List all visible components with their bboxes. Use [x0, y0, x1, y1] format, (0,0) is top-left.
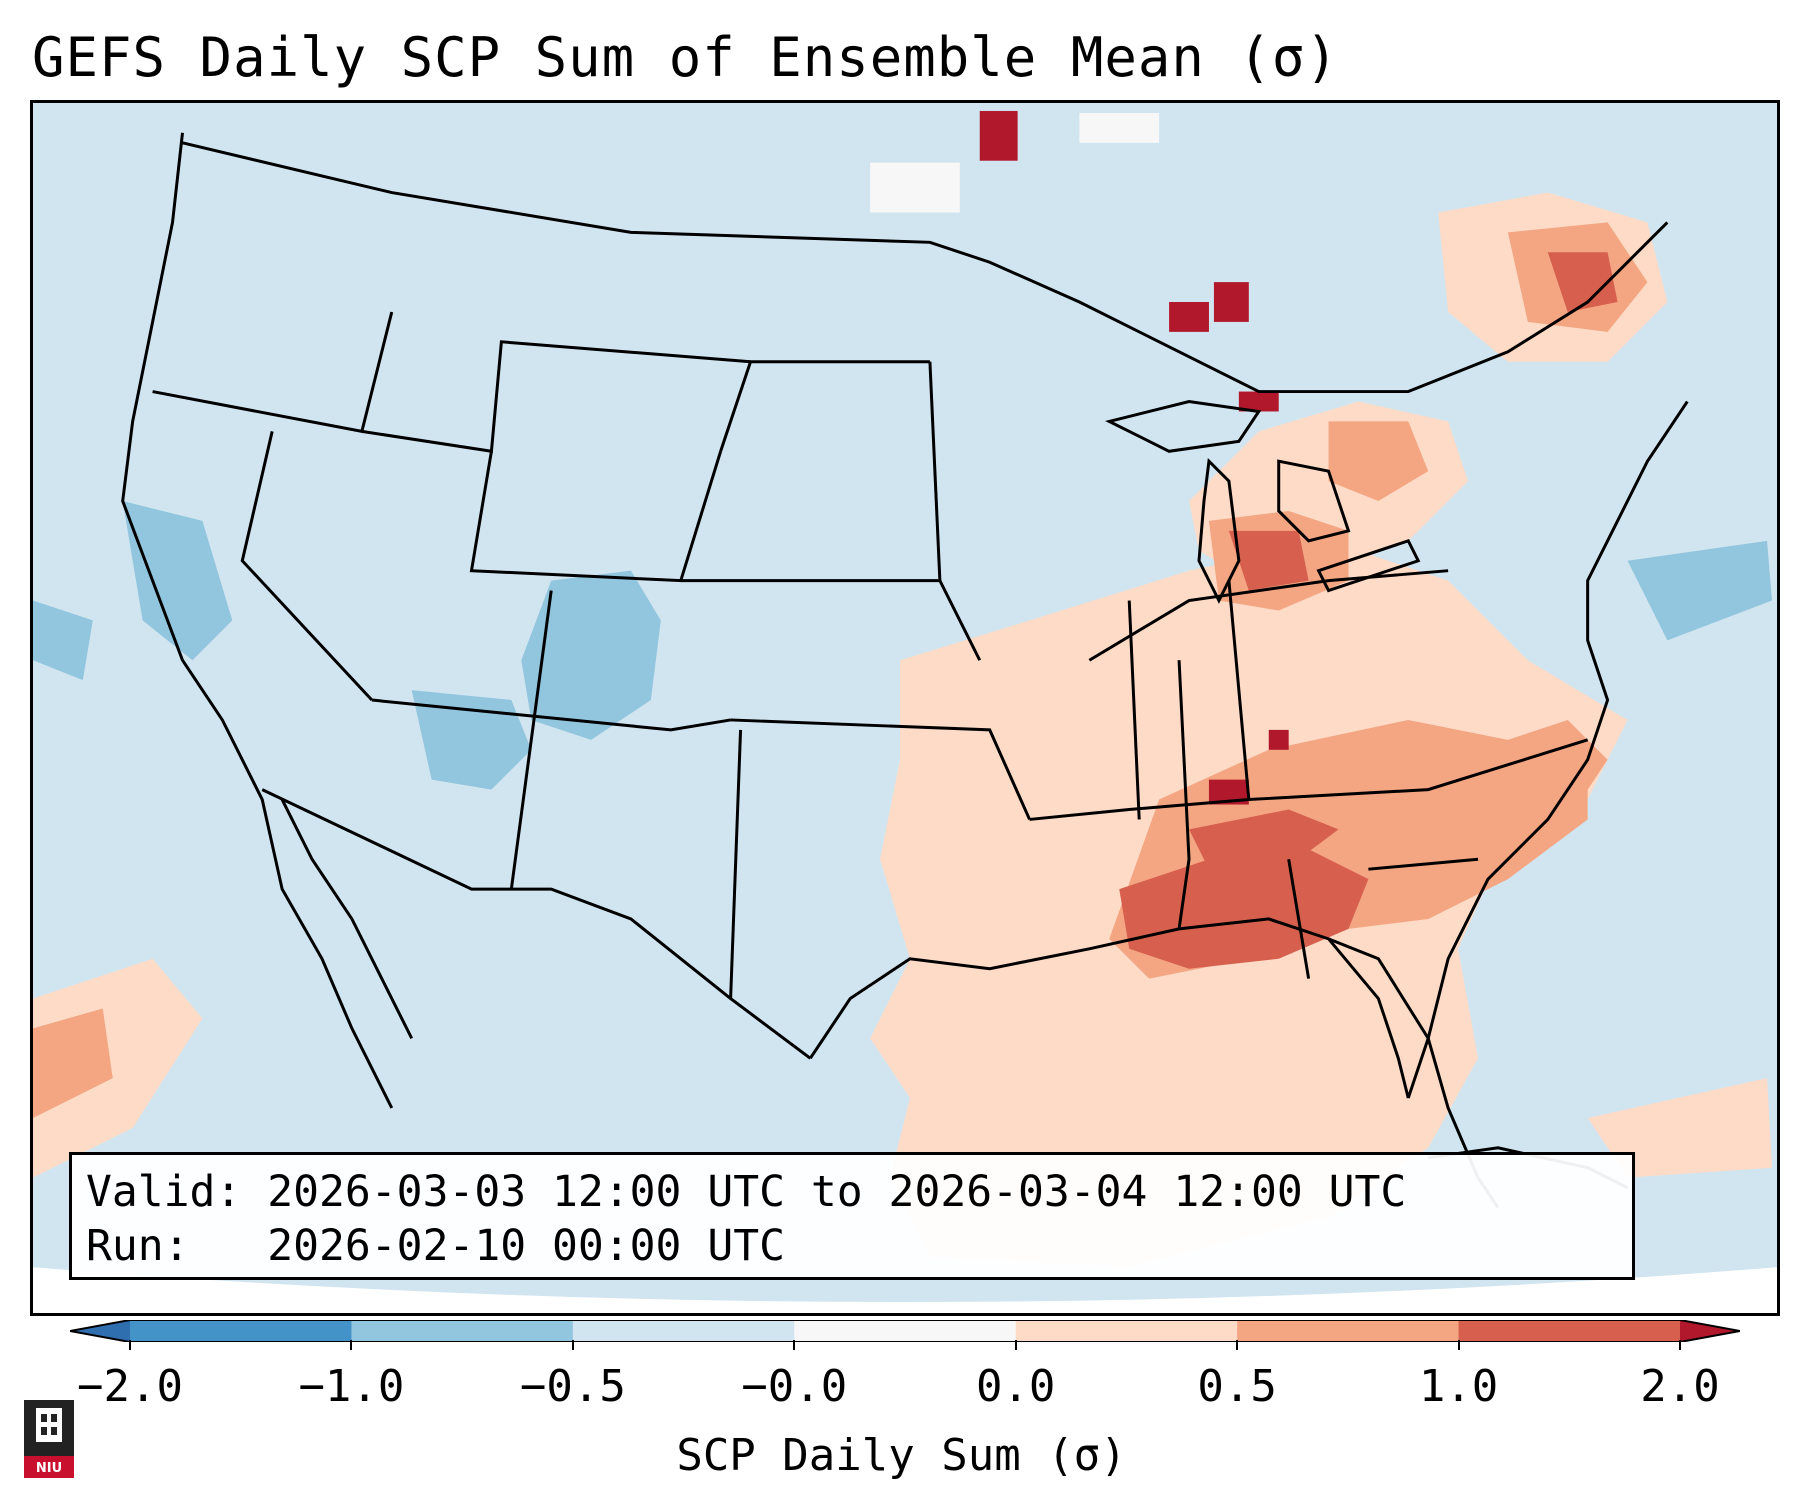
lake-superior: [1105, 400, 1262, 453]
colorbar-tick-label: −0.0: [741, 1361, 848, 1412]
state-line: [928, 361, 942, 581]
dark-red-cell: [979, 110, 1018, 161]
valid-time-box: Valid: 2026-03-03 12:00 UTC to 2026-03-0…: [69, 1152, 1635, 1280]
run-value: 2026-02-10 00:00 UTC: [267, 1221, 785, 1271]
colorbar-tick-mark: [571, 1340, 574, 1350]
colorbar-tick-mark: [1014, 1340, 1017, 1350]
pacific-positive-region: [33, 958, 203, 1178]
valid-label: Valid:: [86, 1167, 242, 1217]
state-line: [1227, 580, 1251, 800]
lake-huron: [1277, 459, 1351, 543]
state-line: [469, 450, 723, 583]
colorbar-tick-label: 0.0: [975, 1361, 1056, 1412]
state-line: [371, 698, 731, 732]
ontario-band: [1328, 421, 1429, 502]
carolinas-band: [1507, 719, 1608, 860]
colorbar-bin: [1458, 1320, 1681, 1342]
deep-south-core: [1119, 849, 1369, 969]
dark-red-cell: [1213, 282, 1249, 322]
colorbar-tick-mark: [793, 1340, 796, 1350]
state-line: [1368, 857, 1479, 871]
colorbar-bin: [130, 1320, 352, 1342]
run-label: Run:: [86, 1221, 190, 1271]
colorbar-tick-label: 2.0: [1640, 1361, 1720, 1412]
dark-red-cell: [1268, 729, 1289, 750]
niu-logo: NIU: [24, 1400, 74, 1478]
lake-erie: [1316, 539, 1421, 593]
map-canvas: [33, 103, 1777, 1303]
california-negative-region: [122, 501, 233, 661]
arizona-negative-region: [411, 690, 532, 790]
logo-window: [41, 1427, 47, 1435]
state-line: [361, 340, 751, 453]
state-line: [1088, 569, 1449, 662]
colorbar: [70, 1320, 1740, 1342]
colorbar-bin: [794, 1320, 1017, 1342]
map-panel: Valid: 2026-03-03 12:00 UTC to 2026-03-0…: [30, 100, 1780, 1316]
michigan-core: [1228, 530, 1309, 591]
logo-window: [51, 1427, 57, 1435]
colorbar-tick-label: 1.0: [1418, 1361, 1499, 1412]
colorbar-bin: [1015, 1320, 1238, 1342]
dark-red-cell: [1169, 302, 1209, 332]
colorbar-tick-label: −2.0: [77, 1361, 183, 1412]
state-line: [730, 718, 1031, 821]
colorbar-tick-label: 0.5: [1197, 1361, 1277, 1412]
state-line: [509, 590, 553, 890]
colorbar-bin: [351, 1320, 574, 1342]
colorbar-tick-mark: [1679, 1340, 1681, 1350]
colorbar-extend-low: [70, 1320, 130, 1342]
us-mexico-border: [261, 788, 812, 1060]
colorbar-extend-high: [1680, 1320, 1740, 1342]
colorbar-ticks: −2.0 −1.0 −0.5 −0.0 0.0 0.5 1.0 2.0: [0, 1340, 1803, 1420]
lake-michigan: [1197, 458, 1241, 604]
white-cell: [870, 162, 960, 213]
colorbar-tick-mark: [350, 1340, 353, 1350]
pacific-negative-region: [33, 600, 93, 681]
valid-value: 2026-03-03 12:00 UTC to 2026-03-04 12:00…: [267, 1167, 1407, 1217]
state-line: [719, 360, 930, 452]
us-canada-border: [182, 141, 1669, 394]
colorbar-tick-mark: [1457, 1340, 1460, 1350]
state-line: [729, 729, 743, 999]
logo-window: [51, 1414, 57, 1422]
baja-coastline: [280, 798, 414, 1040]
logo-tower: [36, 1408, 62, 1442]
logo-text: NIU: [36, 1461, 62, 1476]
west-coastline: [121, 132, 394, 1109]
quebec-core: [1547, 252, 1618, 312]
logo-band: [24, 1456, 74, 1478]
colorbar-tick-mark: [1236, 1340, 1239, 1350]
colorbar-label: SCP Daily Sum (σ): [676, 1430, 1127, 1481]
colorbar-tick-label: −0.5: [519, 1361, 626, 1412]
state-line: [1177, 660, 1191, 930]
colorbar-tick-mark: [129, 1340, 131, 1350]
atlantic-negative-region: [1627, 540, 1773, 641]
state-line: [1287, 859, 1311, 979]
pacific-core: [33, 1008, 113, 1118]
state-line: [240, 431, 373, 702]
logo-window: [41, 1414, 47, 1422]
state-line: [1127, 600, 1141, 820]
dark-red-cell: [1238, 391, 1279, 412]
white-cell: [1079, 112, 1160, 143]
chart-title: GEFS Daily SCP Sum of Ensemble Mean (σ): [32, 26, 1339, 89]
colorbar-bin: [1237, 1320, 1460, 1342]
colorbar-tick-label: −1.0: [298, 1361, 405, 1412]
colorbar-bin: [572, 1320, 795, 1342]
tennessee-core: [1189, 809, 1339, 870]
southwest-negative-region: [521, 570, 661, 740]
atlantic-coastline: [1406, 400, 1689, 1099]
